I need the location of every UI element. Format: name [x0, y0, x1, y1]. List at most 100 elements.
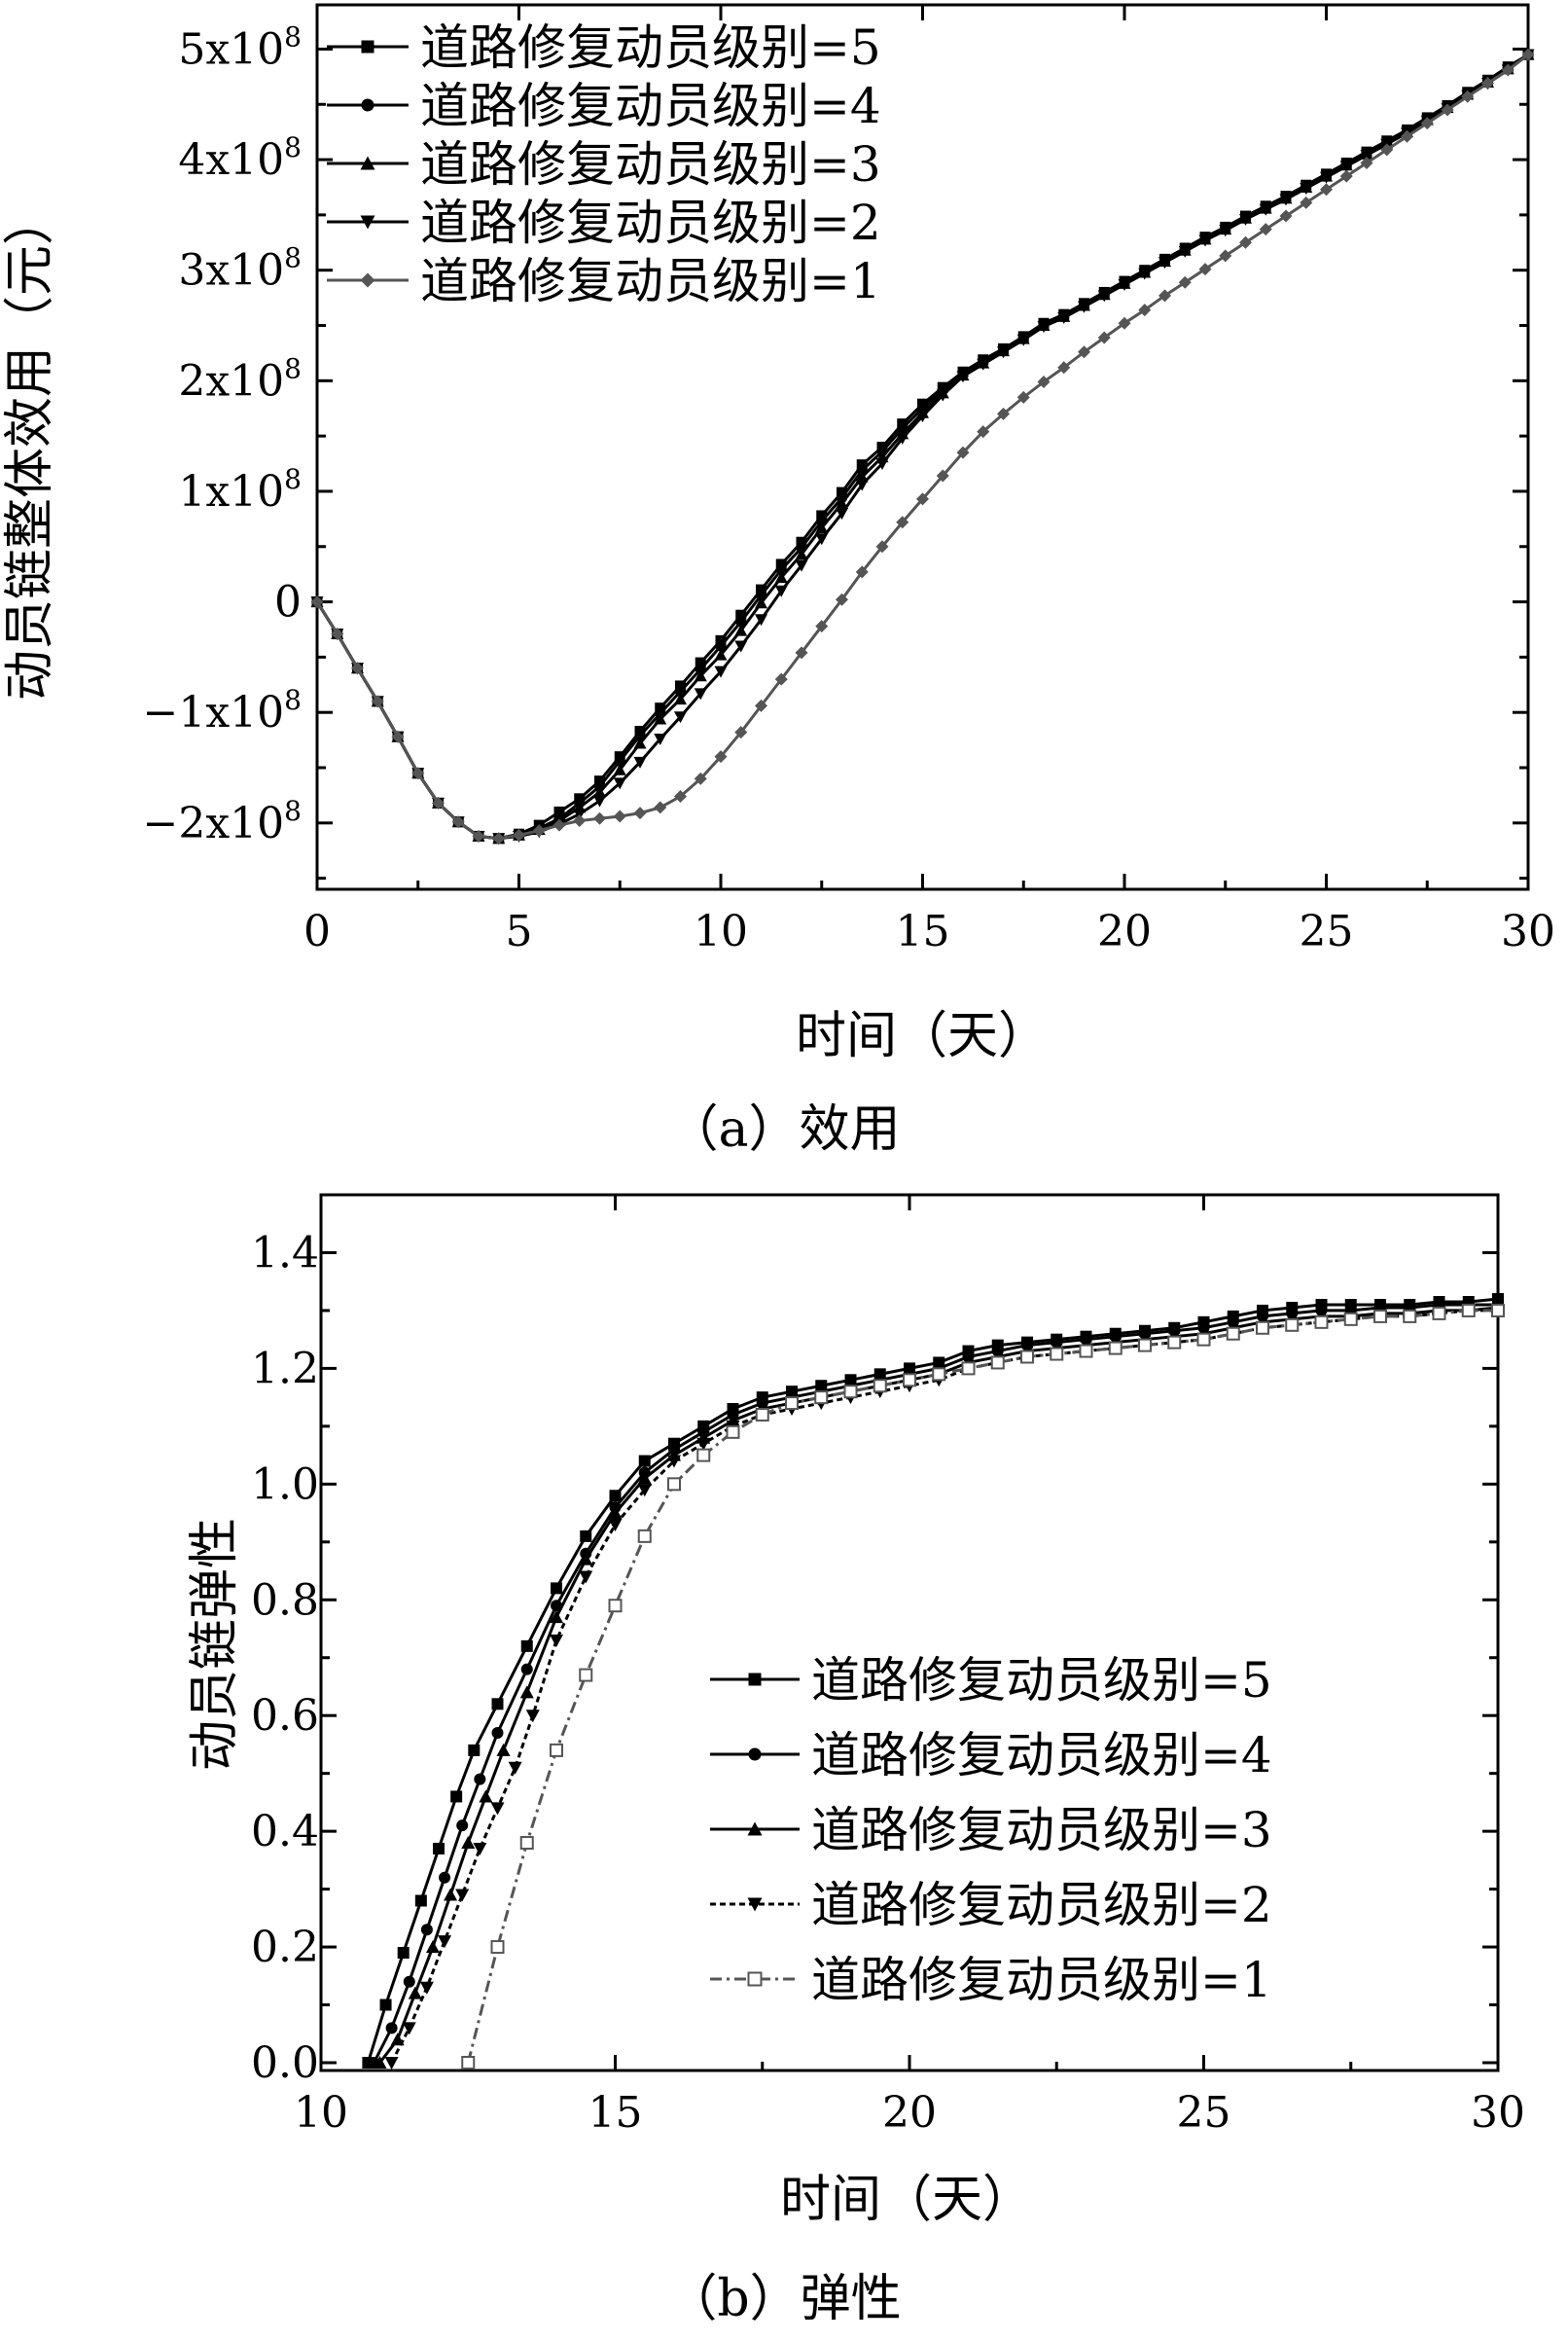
- data-point-a: [1239, 235, 1252, 249]
- y-tick-label-b: 0.2: [251, 1923, 319, 1972]
- data-point-b: [402, 2022, 416, 2035]
- data-point-a: [795, 559, 808, 572]
- data-point-a: [614, 755, 625, 767]
- y-tick-label-exp-a: 8: [284, 795, 302, 827]
- data-point-b: [444, 1888, 458, 1901]
- data-point-a: [1057, 361, 1071, 375]
- data-point-a: [795, 646, 808, 660]
- y-tick-label-b: 0.6: [251, 1691, 319, 1741]
- data-point-a: [936, 389, 949, 402]
- legend-b: 道路修复动员级别=5 道路修复动员级别=4 道路修复动员级别=3 道路修复动员级别=2…: [710, 1652, 1272, 2008]
- data-point-a: [1219, 249, 1232, 263]
- y-tick-label-base-a: 1x10: [178, 467, 284, 517]
- y-tick-label-a: 4x108: [178, 131, 302, 185]
- data-point-b: [637, 1471, 652, 1485]
- data-point-a: [1420, 117, 1434, 130]
- data-point-b: [814, 1390, 829, 1405]
- x-tick-label-a: 5: [506, 907, 533, 956]
- series-group-a: [310, 48, 1535, 846]
- data-point-a: [1380, 143, 1394, 157]
- data-point-b: [550, 1634, 563, 1647]
- data-point-b: [990, 1355, 1005, 1370]
- data-point-b: [579, 1552, 593, 1566]
- data-point-a: [654, 733, 667, 745]
- data-point-b: [490, 1802, 505, 1816]
- data-point-a: [997, 407, 1010, 420]
- data-point-b: [385, 2022, 398, 2034]
- data-point-b: [667, 1477, 681, 1492]
- data-point-b: [455, 1889, 470, 1902]
- y-tick-label-exp-a: 8: [284, 352, 302, 384]
- series-a-5: [310, 48, 1535, 846]
- data-point-a: [796, 536, 807, 548]
- data-point-b: [491, 1727, 504, 1740]
- y-axis-title-a: 动员链整体效用（元）: [1, 195, 59, 701]
- data-point-a: [896, 432, 909, 445]
- data-point-b: [414, 1894, 427, 1907]
- y-tick-label-base-a: 0: [274, 578, 302, 628]
- data-point-a: [815, 620, 829, 633]
- data-point-a: [1219, 225, 1232, 237]
- series-group-b: [362, 1293, 1505, 2070]
- data-point-a: [1118, 316, 1131, 330]
- data-point-b: [550, 1610, 563, 1624]
- data-point-b: [373, 2056, 387, 2069]
- data-point-b: [450, 1790, 463, 1803]
- data-point-a: [755, 699, 767, 712]
- y-tick-label-base-a: 3x10: [178, 246, 284, 296]
- legend-item-a: 道路修复动员级别=1: [327, 253, 881, 309]
- data-point-a: [1078, 345, 1090, 359]
- data-point-b: [508, 1761, 522, 1775]
- y-tick-label-b: 0.8: [251, 1575, 319, 1625]
- y-tick-label-a: −2x108: [143, 795, 303, 848]
- data-point-a: [593, 795, 606, 808]
- series-line-b: [466, 1309, 1498, 2064]
- y-tick-label-b: 1.2: [251, 1344, 319, 1393]
- data-point-b: [408, 1986, 422, 1999]
- data-point-b: [609, 1490, 622, 1502]
- legend-marker-a: [360, 272, 375, 288]
- data-point-a: [1320, 171, 1333, 184]
- data-point-a: [1481, 77, 1494, 90]
- data-point-a: [714, 750, 728, 764]
- data-point-a: [513, 828, 525, 842]
- data-point-b: [479, 1789, 493, 1803]
- data-point-a: [756, 584, 766, 595]
- legend-label-b: 道路修复动员级别=5: [811, 1652, 1272, 1709]
- data-point-a: [633, 807, 647, 820]
- data-point-a: [977, 425, 990, 439]
- data-point-a: [492, 832, 506, 846]
- y-axis-title-b: 动员链弹性: [186, 1518, 244, 1771]
- data-point-b: [384, 2057, 399, 2070]
- data-point-a: [815, 521, 829, 533]
- data-point-a: [1521, 48, 1535, 61]
- x-tick-label-b: 25: [1177, 2088, 1231, 2138]
- data-point-a: [1239, 213, 1252, 226]
- data-point-b: [1343, 1312, 1358, 1326]
- data-point-b: [468, 1744, 481, 1756]
- x-tick-label-b: 20: [882, 2088, 937, 2138]
- data-point-a: [734, 640, 748, 653]
- data-point-a: [1279, 209, 1293, 223]
- data-point-a: [1300, 196, 1313, 209]
- caption-b: （b）弹性: [666, 2270, 901, 2328]
- data-point-b: [461, 1836, 476, 1850]
- data-point-a: [815, 533, 829, 546]
- data-point-b: [491, 1698, 504, 1710]
- data-point-a: [837, 486, 847, 498]
- data-point-b: [638, 1455, 651, 1467]
- data-point-a: [331, 628, 344, 641]
- data-point-a: [1339, 169, 1353, 183]
- data-point-b: [551, 1582, 562, 1595]
- data-point-a: [1401, 129, 1413, 143]
- data-point-a: [1078, 301, 1090, 313]
- legend-label-b: 道路修复动员级别=3: [811, 1802, 1272, 1858]
- legend-label-a: 道路修复动员级别=5: [420, 19, 881, 76]
- data-point-a: [1037, 321, 1051, 334]
- data-point-a: [633, 756, 647, 769]
- data-point-a: [674, 693, 687, 705]
- data-point-a: [1198, 263, 1212, 276]
- data-point-a: [613, 763, 626, 775]
- data-point-b: [755, 1407, 769, 1422]
- data-point-b: [425, 1940, 440, 1954]
